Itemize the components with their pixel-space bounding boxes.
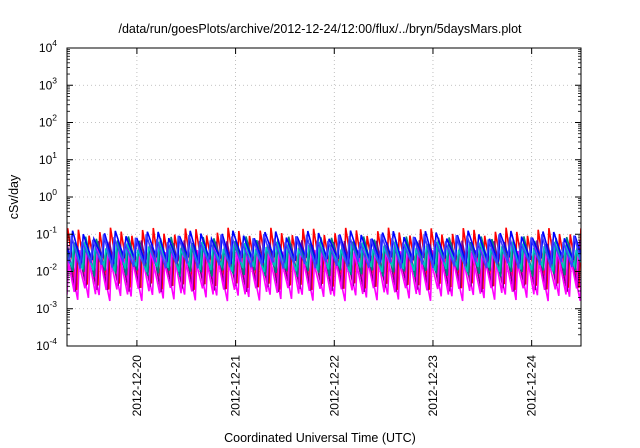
x-tick-label: 2012-12-23 bbox=[426, 355, 440, 417]
y-tick-label: 103 bbox=[39, 75, 57, 92]
x-tick-label: 2012-12-20 bbox=[130, 355, 144, 417]
series-line bbox=[67, 230, 581, 265]
series-layer bbox=[67, 227, 581, 302]
x-tick-label: 2012-12-22 bbox=[327, 355, 341, 417]
y-tick-label: 10-3 bbox=[36, 299, 57, 316]
series-line bbox=[67, 243, 581, 295]
grid-lines bbox=[67, 48, 581, 346]
y-tick-label: 104 bbox=[39, 38, 57, 55]
y-tick-label: 10-4 bbox=[36, 336, 57, 353]
y-tick-label: 10-2 bbox=[36, 262, 57, 279]
series-line bbox=[67, 236, 581, 277]
series-line bbox=[67, 234, 581, 269]
x-tick-label: 2012-12-24 bbox=[525, 355, 539, 417]
y-tick-label: 102 bbox=[39, 113, 57, 130]
chart-title: /data/run/goesPlots/archive/2012-12-24/1… bbox=[118, 22, 522, 36]
y-tick-label: 101 bbox=[39, 150, 57, 167]
x-axis-label: Coordinated Universal Time (UTC) bbox=[224, 431, 416, 445]
y-tick-label: 10-1 bbox=[36, 224, 57, 241]
x-tick-label: 2012-12-21 bbox=[229, 355, 243, 417]
axis-ticks: 10-4 10-3 10-2 10-1 100 101 102 103 104 2012-12-2… bbox=[36, 38, 581, 416]
y-tick-label: 100 bbox=[39, 187, 57, 204]
